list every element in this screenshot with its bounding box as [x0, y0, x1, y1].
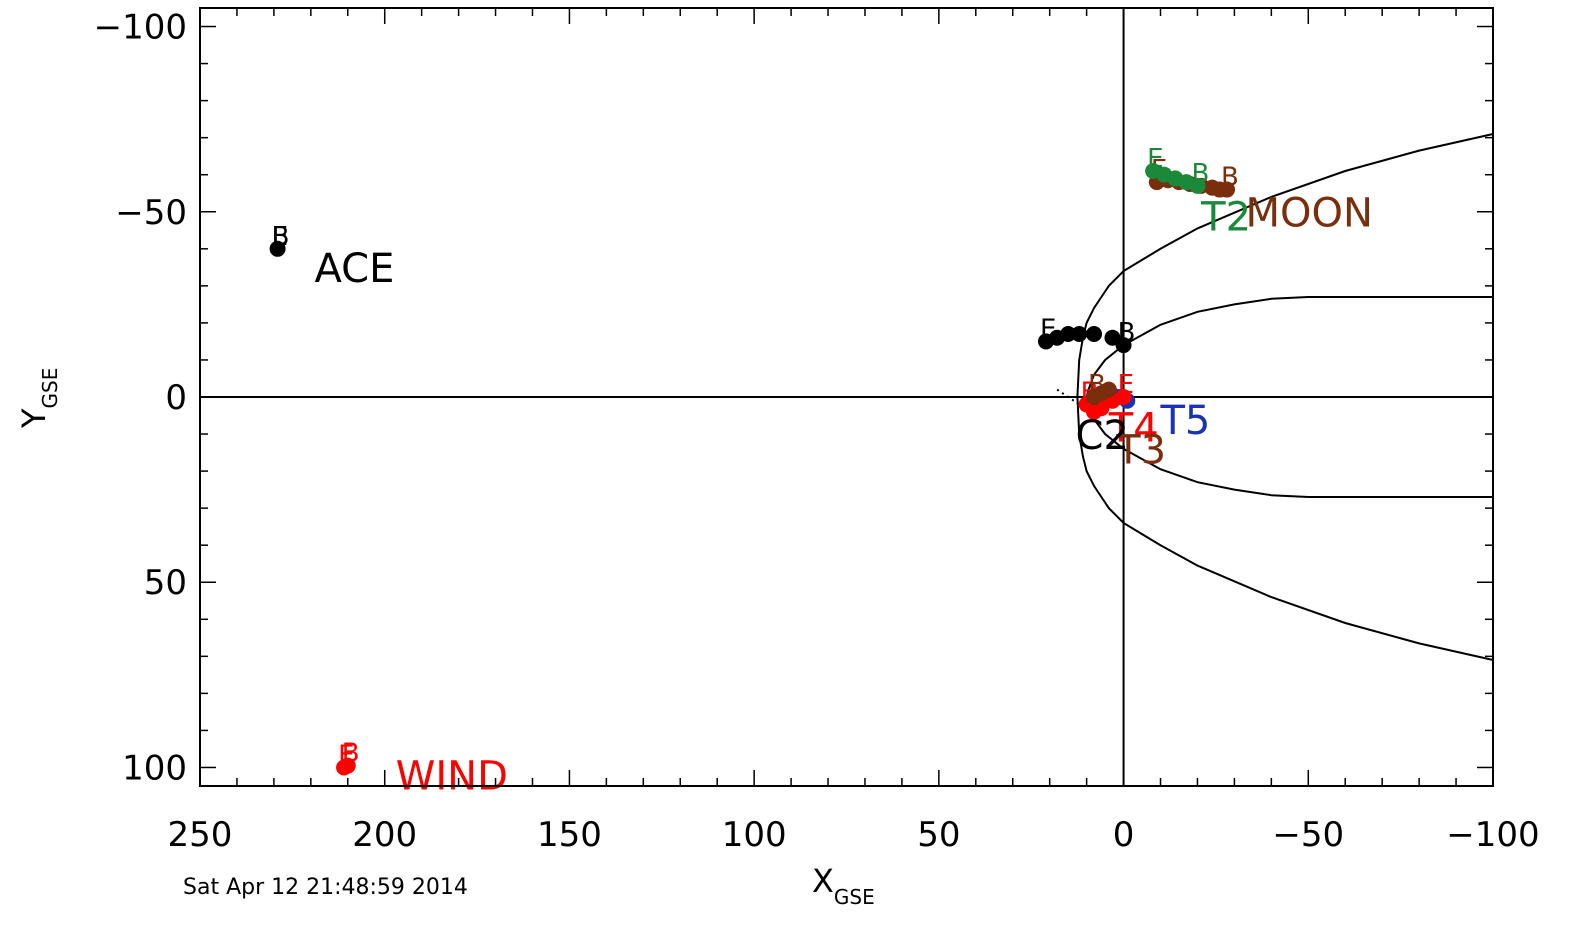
marker-b-unlabeled: B — [1118, 318, 1136, 348]
x-axis-title-sub: GSE — [834, 885, 875, 909]
y-axis-title-group: YGSE — [15, 368, 62, 429]
point-ace — [269, 240, 286, 257]
x-tick-label: 250 — [168, 815, 233, 855]
marker-e-t2: E — [1147, 144, 1163, 174]
y-axis-title: YGSE — [15, 368, 62, 429]
label-wind: WIND — [396, 754, 508, 800]
plot-frame — [199, 7, 1494, 787]
y-tick-label: 0 — [165, 378, 187, 418]
x-tick-label: −100 — [1446, 815, 1539, 855]
x-tick-label: 200 — [352, 815, 417, 855]
point-unlabeled — [1086, 326, 1103, 343]
point-unlabeled — [1071, 326, 1088, 343]
y-tick-label: 100 — [122, 748, 187, 788]
axis-ticks: 250 200 150 100 50 0 −50 −100 −100 −50 0 50 100 — [94, 8, 1540, 855]
spacecraft-positions: BEBEEBEBEBBEB — [269, 144, 1239, 776]
y-tick-label: −100 — [94, 8, 187, 48]
point-moon — [1219, 181, 1236, 198]
x-tick-label: 150 — [537, 815, 602, 855]
point-unlabeled — [1115, 337, 1132, 354]
point-t2 — [1189, 177, 1206, 194]
marker-b-t2: B — [1191, 159, 1209, 189]
x-tick-label: 0 — [1113, 815, 1135, 855]
marker-b-wind: B — [342, 739, 360, 769]
point-wind — [339, 757, 356, 774]
y-axis-title-main: Y — [15, 408, 53, 429]
label-c2: C2 — [1076, 413, 1129, 459]
marker-b-ace: B — [272, 222, 290, 252]
point-unlabeled — [1060, 326, 1077, 343]
x-axis-title: XGSE — [812, 862, 875, 909]
x-axis-title-main: X — [812, 862, 834, 900]
label-t3: T3 — [1115, 428, 1166, 474]
x-tick-label: 100 — [722, 815, 787, 855]
marker-b-moon: B — [1221, 163, 1239, 193]
marker-e-wind: E — [338, 740, 354, 770]
x-tick-label: 50 — [917, 815, 960, 855]
label-t2: T2 — [1200, 194, 1251, 240]
label-t4: T4 — [1108, 405, 1159, 451]
y-tick-label: 50 — [144, 563, 187, 603]
marker-e-ace: E — [272, 222, 288, 252]
y-axis-title-sub: GSE — [38, 368, 62, 409]
marker-e-t4: E — [1118, 370, 1134, 400]
label-moon: MOON — [1245, 191, 1372, 237]
point-t3 — [1086, 389, 1103, 405]
generation-timestamp: Sat Apr 12 21:48:59 2014 — [183, 875, 468, 900]
label-ace: ACE — [315, 246, 395, 292]
y-tick-label: −50 — [115, 193, 187, 233]
x-tick-label: −50 — [1272, 815, 1344, 855]
marker-b-t3: B — [1088, 370, 1106, 400]
label-t5: T5 — [1160, 398, 1211, 444]
marker-e-unlabeled: E — [1040, 314, 1056, 344]
